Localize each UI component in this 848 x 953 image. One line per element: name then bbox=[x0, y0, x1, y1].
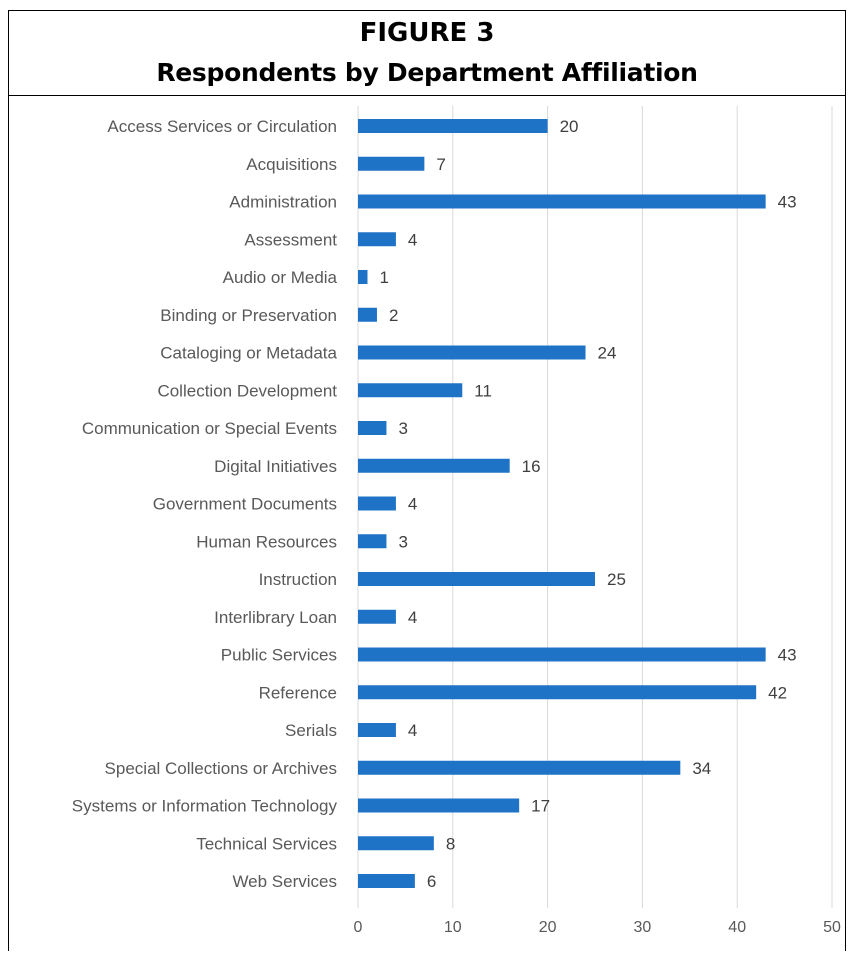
category-label: Government Documents bbox=[153, 495, 337, 514]
data-label: 42 bbox=[768, 683, 787, 702]
category-label: Serials bbox=[285, 721, 337, 740]
bar bbox=[358, 194, 766, 209]
data-label: 4 bbox=[408, 230, 417, 249]
category-label: Cataloging or Metadata bbox=[160, 344, 337, 363]
x-tick-label: 10 bbox=[444, 919, 462, 936]
data-label: 25 bbox=[607, 570, 626, 589]
data-label: 11 bbox=[474, 381, 492, 400]
data-label: 2 bbox=[389, 306, 398, 325]
data-label: 3 bbox=[398, 419, 407, 438]
data-label: 16 bbox=[522, 457, 541, 476]
bar bbox=[358, 232, 396, 247]
bar bbox=[358, 421, 387, 435]
bar bbox=[358, 685, 757, 700]
data-label: 43 bbox=[778, 193, 797, 212]
data-label: 7 bbox=[436, 155, 445, 174]
chart-title: Respondents by Department Affiliation bbox=[156, 58, 698, 87]
bar bbox=[358, 534, 387, 549]
bar bbox=[358, 836, 434, 851]
category-label: Audio or Media bbox=[223, 268, 338, 287]
data-label: 24 bbox=[598, 344, 617, 363]
data-label: 3 bbox=[398, 532, 407, 551]
x-tick-label: 40 bbox=[728, 919, 746, 936]
x-tick-label: 0 bbox=[354, 919, 363, 936]
bar bbox=[358, 496, 396, 511]
category-label: Binding or Preservation bbox=[160, 306, 337, 325]
bar bbox=[358, 760, 681, 775]
category-label: Web Services bbox=[232, 872, 337, 891]
data-label: 20 bbox=[560, 117, 579, 136]
category-label: Communication or Special Events bbox=[82, 419, 337, 438]
category-label: Technical Services bbox=[196, 834, 337, 853]
category-label: Assessment bbox=[244, 230, 337, 249]
bar bbox=[358, 307, 377, 322]
category-label: Instruction bbox=[259, 570, 337, 589]
figure-label: FIGURE 3 bbox=[359, 18, 495, 48]
x-tick-label: 30 bbox=[634, 919, 652, 936]
bar bbox=[358, 798, 520, 813]
figure-frame bbox=[8, 10, 846, 951]
bar bbox=[358, 647, 766, 662]
category-label: Administration bbox=[229, 193, 337, 212]
bar bbox=[358, 156, 425, 171]
bar bbox=[358, 345, 586, 360]
category-label: Human Resources bbox=[196, 532, 337, 551]
category-label: Access Services or Circulation bbox=[107, 117, 337, 136]
data-label: 4 bbox=[408, 495, 417, 514]
bar bbox=[358, 458, 510, 473]
category-label: Special Collections or Archives bbox=[105, 759, 337, 778]
x-tick-label: 20 bbox=[539, 919, 557, 936]
bar bbox=[358, 383, 463, 398]
category-label: Systems or Information Technology bbox=[72, 797, 338, 816]
category-label: Interlibrary Loan bbox=[214, 608, 337, 627]
category-label: Public Services bbox=[221, 646, 337, 665]
x-tick-label: 50 bbox=[823, 919, 841, 936]
bar bbox=[358, 723, 396, 737]
data-label: 6 bbox=[427, 872, 436, 891]
bar bbox=[358, 572, 595, 586]
category-label: Acquisitions bbox=[246, 155, 337, 174]
data-label: 43 bbox=[778, 646, 797, 665]
bar bbox=[358, 119, 548, 133]
category-label: Digital Initiatives bbox=[214, 457, 337, 476]
data-label: 8 bbox=[446, 834, 455, 853]
bar bbox=[358, 874, 415, 888]
bar bbox=[358, 609, 396, 624]
data-label: 1 bbox=[379, 268, 388, 287]
data-label: 34 bbox=[692, 759, 711, 778]
bar bbox=[358, 270, 368, 284]
category-label: Reference bbox=[259, 683, 337, 702]
data-label: 4 bbox=[408, 721, 417, 740]
data-label: 17 bbox=[531, 797, 550, 816]
data-label: 4 bbox=[408, 608, 417, 627]
category-label: Collection Development bbox=[157, 381, 337, 400]
figure-header: FIGURE 3 Respondents by Department Affil… bbox=[8, 10, 846, 96]
